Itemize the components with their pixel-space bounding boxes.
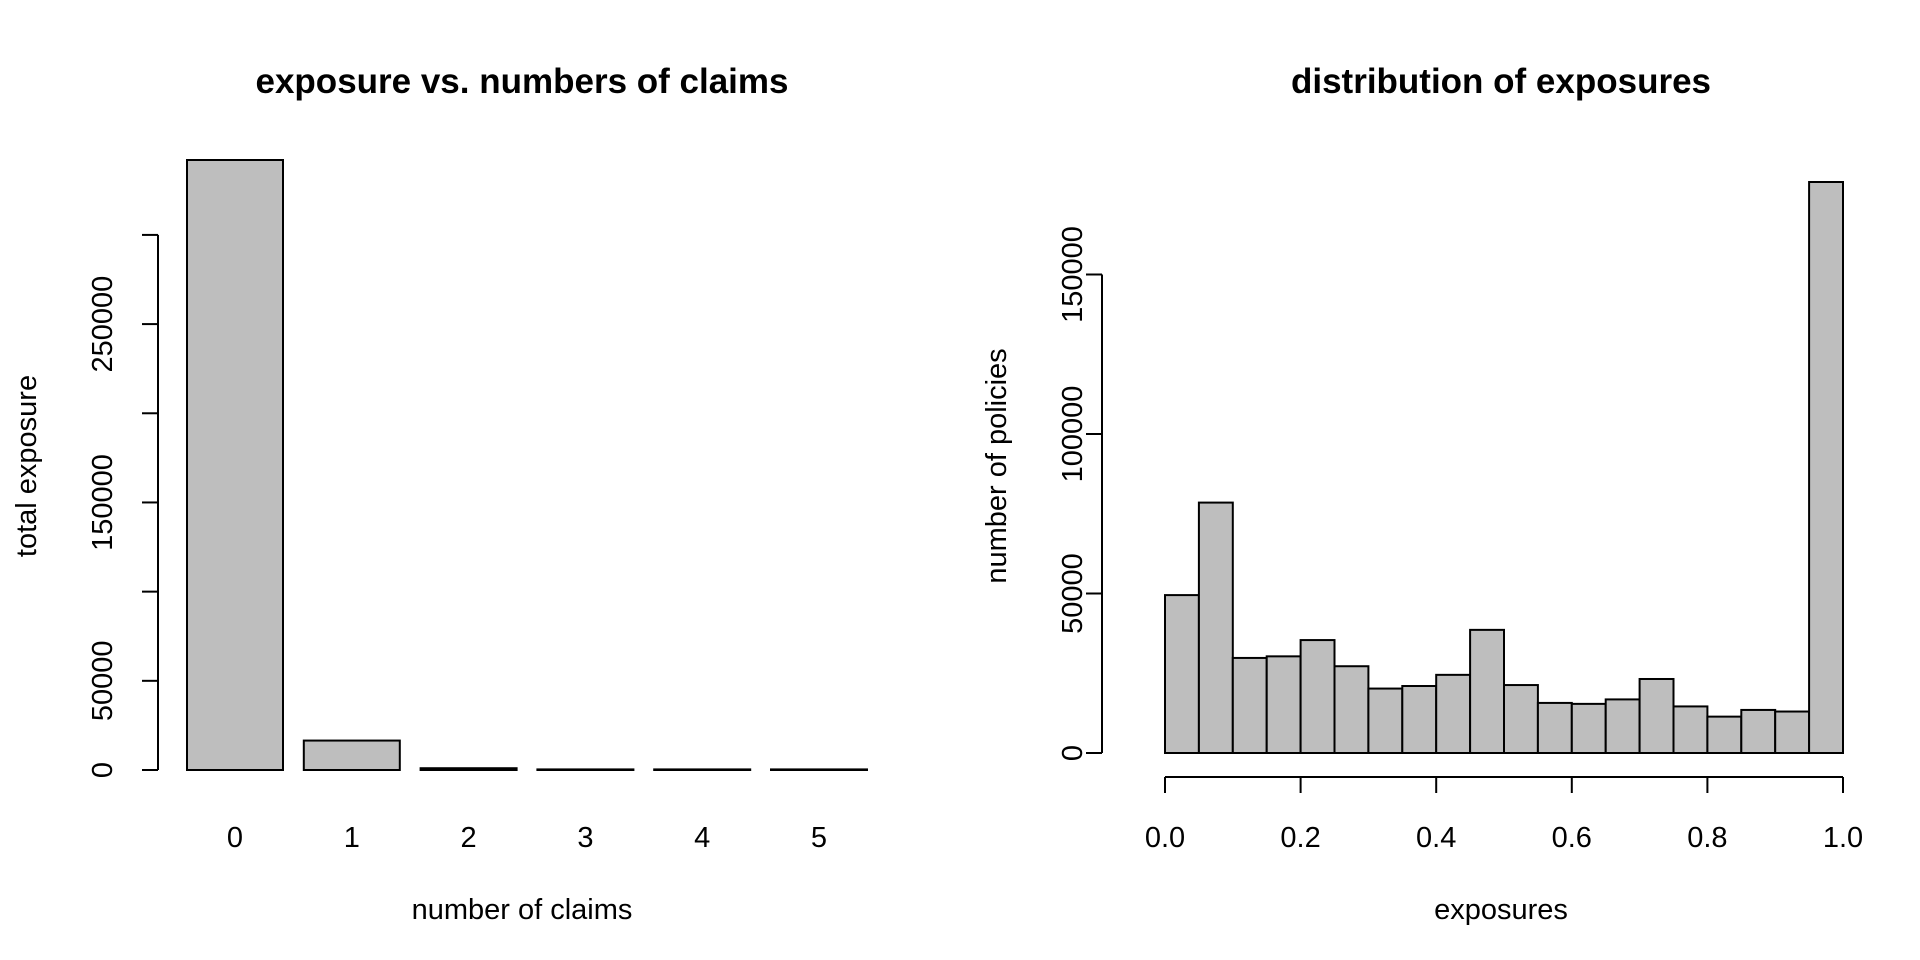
x-tick-label: 3 <box>577 822 593 854</box>
y-axis: 0 50000 100000 150000 <box>1057 226 1103 761</box>
histogram-bar <box>1231 656 1268 754</box>
x-axis: 0.0 0.2 0.4 0.6 0.8 1.0 <box>1145 776 1863 854</box>
histogram-bar <box>1808 181 1844 754</box>
x-tick-label: 0.2 <box>1280 822 1320 854</box>
histogram-bar <box>1604 698 1641 754</box>
histogram-bar <box>1469 628 1505 755</box>
x-tick-label: 5 <box>811 822 827 854</box>
histogram-bar <box>1333 665 1370 754</box>
histogram-bar <box>1570 702 1607 755</box>
y-axis-label: number of policies <box>981 348 1013 583</box>
histogram-bar <box>1638 677 1675 754</box>
y-tick-label: 0 <box>1057 745 1089 761</box>
histogram-bar <box>1435 673 1472 755</box>
histogram-bar <box>1164 594 1200 755</box>
x-tick-label: 2 <box>461 822 477 854</box>
x-tick-label: 0 <box>227 822 243 854</box>
x-tick-label: 0.6 <box>1552 822 1592 854</box>
x-tick-label: 4 <box>694 822 710 854</box>
bars <box>186 159 868 772</box>
x-tick-label: 0.0 <box>1145 822 1185 854</box>
x-axis-label: number of claims <box>412 894 633 926</box>
y-tick-label: 150000 <box>1057 226 1089 323</box>
histogram-bar <box>1740 708 1777 754</box>
histogram-bar <box>1706 715 1743 755</box>
histogram-bar <box>1536 701 1573 754</box>
bar <box>302 739 401 772</box>
x-tick-labels: 0 1 2 3 4 5 <box>227 822 827 854</box>
chart-title: exposure vs. numbers of claims <box>256 62 789 101</box>
x-tick-label: 1 <box>344 822 360 854</box>
histogram-bar <box>1503 684 1539 755</box>
histogram-bars <box>1164 181 1844 755</box>
y-axis: 0 50000 150000 250000 <box>87 233 159 778</box>
y-tick-label: 0 <box>87 762 119 778</box>
y-tick-label: 100000 <box>1057 386 1089 483</box>
x-tick-label: 0.8 <box>1687 822 1727 854</box>
bar <box>653 768 752 772</box>
histogram-bar <box>1672 705 1709 755</box>
bar <box>419 767 518 771</box>
y-tick-label: 50000 <box>1057 553 1089 634</box>
histogram-bar <box>1401 685 1438 754</box>
exposure-distribution-chart: distribution of exposures exposures numb… <box>981 62 1863 926</box>
y-tick-label: 250000 <box>87 276 119 373</box>
histogram-bar <box>1197 501 1234 754</box>
histogram-bar <box>1774 710 1811 754</box>
x-tick-label: 0.4 <box>1416 822 1456 854</box>
bar <box>770 768 868 772</box>
y-axis-label: total exposure <box>11 375 43 557</box>
x-axis-label: exposures <box>1434 894 1568 926</box>
y-tick-label: 150000 <box>87 454 119 551</box>
chart-title: distribution of exposures <box>1291 62 1711 101</box>
histogram-bar <box>1367 687 1404 754</box>
histogram-bar <box>1265 655 1302 754</box>
claims-exposure-chart: exposure vs. numbers of claims number of… <box>11 62 868 926</box>
bar <box>536 768 635 772</box>
histogram-bar <box>1299 639 1336 755</box>
x-tick-label: 1.0 <box>1823 822 1863 854</box>
y-tick-label: 50000 <box>87 640 119 721</box>
bar <box>186 159 284 771</box>
